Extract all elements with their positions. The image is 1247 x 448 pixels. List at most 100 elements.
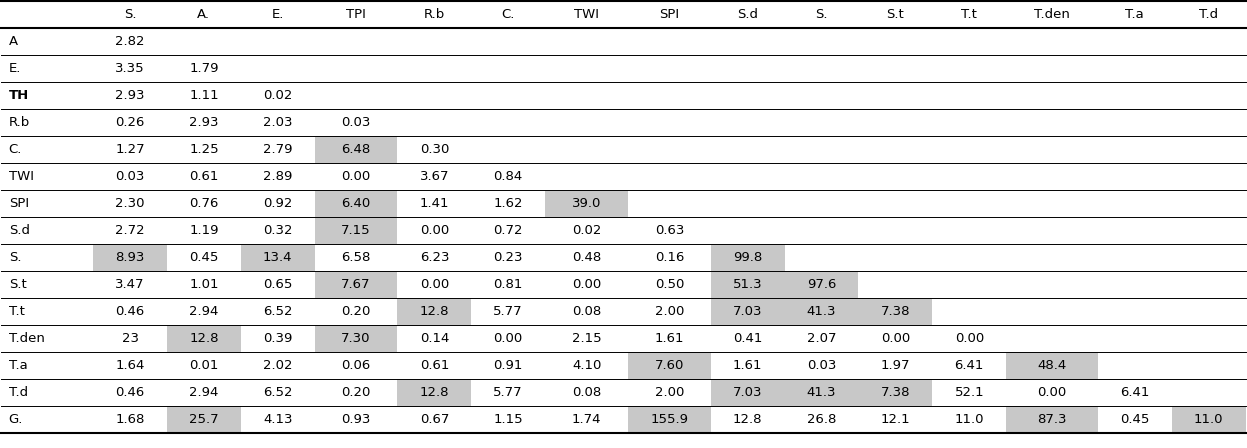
Bar bbox=[711, 271, 784, 298]
Text: S.d: S.d bbox=[737, 9, 758, 22]
Bar bbox=[94, 244, 167, 271]
Text: 2.89: 2.89 bbox=[263, 170, 293, 183]
Text: R.b: R.b bbox=[424, 9, 445, 22]
Text: 7.38: 7.38 bbox=[880, 386, 910, 399]
Text: 2.94: 2.94 bbox=[190, 386, 218, 399]
Text: 3.67: 3.67 bbox=[420, 170, 449, 183]
Text: C.: C. bbox=[9, 143, 22, 156]
Text: 0.65: 0.65 bbox=[263, 278, 293, 291]
Text: 1.61: 1.61 bbox=[655, 332, 685, 345]
Text: 6.52: 6.52 bbox=[263, 305, 293, 318]
Text: 0.00: 0.00 bbox=[1038, 386, 1066, 399]
Bar bbox=[314, 190, 398, 217]
Text: 1.97: 1.97 bbox=[880, 359, 910, 372]
Text: 1.64: 1.64 bbox=[115, 359, 145, 372]
Bar bbox=[398, 298, 471, 325]
Text: 23: 23 bbox=[121, 332, 138, 345]
Text: A: A bbox=[9, 35, 17, 48]
Text: 6.58: 6.58 bbox=[342, 251, 370, 264]
Bar bbox=[858, 379, 933, 406]
Bar bbox=[628, 352, 711, 379]
Text: 7.60: 7.60 bbox=[655, 359, 685, 372]
Text: S.: S. bbox=[123, 9, 136, 22]
Text: 2.00: 2.00 bbox=[655, 305, 685, 318]
Text: 6.41: 6.41 bbox=[954, 359, 984, 372]
Text: 0.41: 0.41 bbox=[733, 332, 762, 345]
Text: 0.84: 0.84 bbox=[494, 170, 522, 183]
Text: TWI: TWI bbox=[9, 170, 34, 183]
Text: 7.15: 7.15 bbox=[342, 224, 370, 237]
Bar bbox=[858, 298, 933, 325]
Text: 26.8: 26.8 bbox=[807, 413, 837, 426]
Text: 0.61: 0.61 bbox=[420, 359, 449, 372]
Text: 12.8: 12.8 bbox=[190, 332, 218, 345]
Bar bbox=[167, 325, 241, 352]
Text: 7.03: 7.03 bbox=[733, 386, 762, 399]
Text: 1.62: 1.62 bbox=[494, 197, 522, 210]
Text: 0.46: 0.46 bbox=[116, 305, 145, 318]
Text: S.t: S.t bbox=[887, 9, 904, 22]
Text: 3.35: 3.35 bbox=[115, 62, 145, 75]
Bar bbox=[1172, 406, 1246, 433]
Text: 5.77: 5.77 bbox=[494, 386, 522, 399]
Text: 48.4: 48.4 bbox=[1038, 359, 1066, 372]
Text: 0.30: 0.30 bbox=[420, 143, 449, 156]
Text: 6.41: 6.41 bbox=[1120, 386, 1150, 399]
Text: 2.72: 2.72 bbox=[115, 224, 145, 237]
Text: 2.03: 2.03 bbox=[263, 116, 293, 129]
Text: 0.00: 0.00 bbox=[955, 332, 984, 345]
Text: 0.08: 0.08 bbox=[572, 386, 601, 399]
Bar bbox=[241, 244, 314, 271]
Text: 0.20: 0.20 bbox=[342, 305, 370, 318]
Text: 2.30: 2.30 bbox=[115, 197, 145, 210]
Text: 0.67: 0.67 bbox=[420, 413, 449, 426]
Bar bbox=[314, 217, 398, 244]
Text: 0.91: 0.91 bbox=[494, 359, 522, 372]
Text: 12.8: 12.8 bbox=[420, 305, 449, 318]
Text: 8.93: 8.93 bbox=[115, 251, 145, 264]
Text: 1.74: 1.74 bbox=[572, 413, 601, 426]
Text: 41.3: 41.3 bbox=[807, 386, 837, 399]
Text: 41.3: 41.3 bbox=[807, 305, 837, 318]
Text: 7.67: 7.67 bbox=[342, 278, 370, 291]
Text: 155.9: 155.9 bbox=[651, 413, 688, 426]
Text: SPI: SPI bbox=[9, 197, 29, 210]
Text: 0.46: 0.46 bbox=[116, 386, 145, 399]
Text: 0.00: 0.00 bbox=[494, 332, 522, 345]
Text: 1.79: 1.79 bbox=[190, 62, 218, 75]
Text: T.t: T.t bbox=[9, 305, 25, 318]
Text: 11.0: 11.0 bbox=[954, 413, 984, 426]
Text: 25.7: 25.7 bbox=[190, 413, 218, 426]
Text: 6.48: 6.48 bbox=[342, 143, 370, 156]
Text: 0.06: 0.06 bbox=[342, 359, 370, 372]
Text: 7.30: 7.30 bbox=[342, 332, 370, 345]
Text: 11.0: 11.0 bbox=[1193, 413, 1223, 426]
Text: 0.92: 0.92 bbox=[263, 197, 293, 210]
Text: T.den: T.den bbox=[1034, 9, 1070, 22]
Text: 12.1: 12.1 bbox=[880, 413, 910, 426]
Text: 0.93: 0.93 bbox=[342, 413, 370, 426]
Text: 0.03: 0.03 bbox=[342, 116, 370, 129]
Text: 0.00: 0.00 bbox=[420, 224, 449, 237]
Text: 0.00: 0.00 bbox=[572, 278, 601, 291]
Text: 0.02: 0.02 bbox=[263, 89, 293, 102]
Bar bbox=[711, 298, 784, 325]
Text: 97.6: 97.6 bbox=[807, 278, 837, 291]
Text: 0.14: 0.14 bbox=[420, 332, 449, 345]
Text: 0.01: 0.01 bbox=[190, 359, 218, 372]
Text: 1.01: 1.01 bbox=[190, 278, 218, 291]
Text: 1.25: 1.25 bbox=[190, 143, 218, 156]
Text: 7.38: 7.38 bbox=[880, 305, 910, 318]
Bar bbox=[1006, 406, 1097, 433]
Text: 0.61: 0.61 bbox=[190, 170, 218, 183]
Bar bbox=[628, 406, 711, 433]
Text: G.: G. bbox=[9, 413, 24, 426]
Text: 0.76: 0.76 bbox=[190, 197, 218, 210]
Text: 12.8: 12.8 bbox=[420, 386, 449, 399]
Text: 0.72: 0.72 bbox=[494, 224, 522, 237]
Text: 0.03: 0.03 bbox=[807, 359, 837, 372]
Text: 1.11: 1.11 bbox=[190, 89, 218, 102]
Bar bbox=[711, 244, 784, 271]
Text: 0.32: 0.32 bbox=[263, 224, 293, 237]
Text: 6.23: 6.23 bbox=[420, 251, 449, 264]
